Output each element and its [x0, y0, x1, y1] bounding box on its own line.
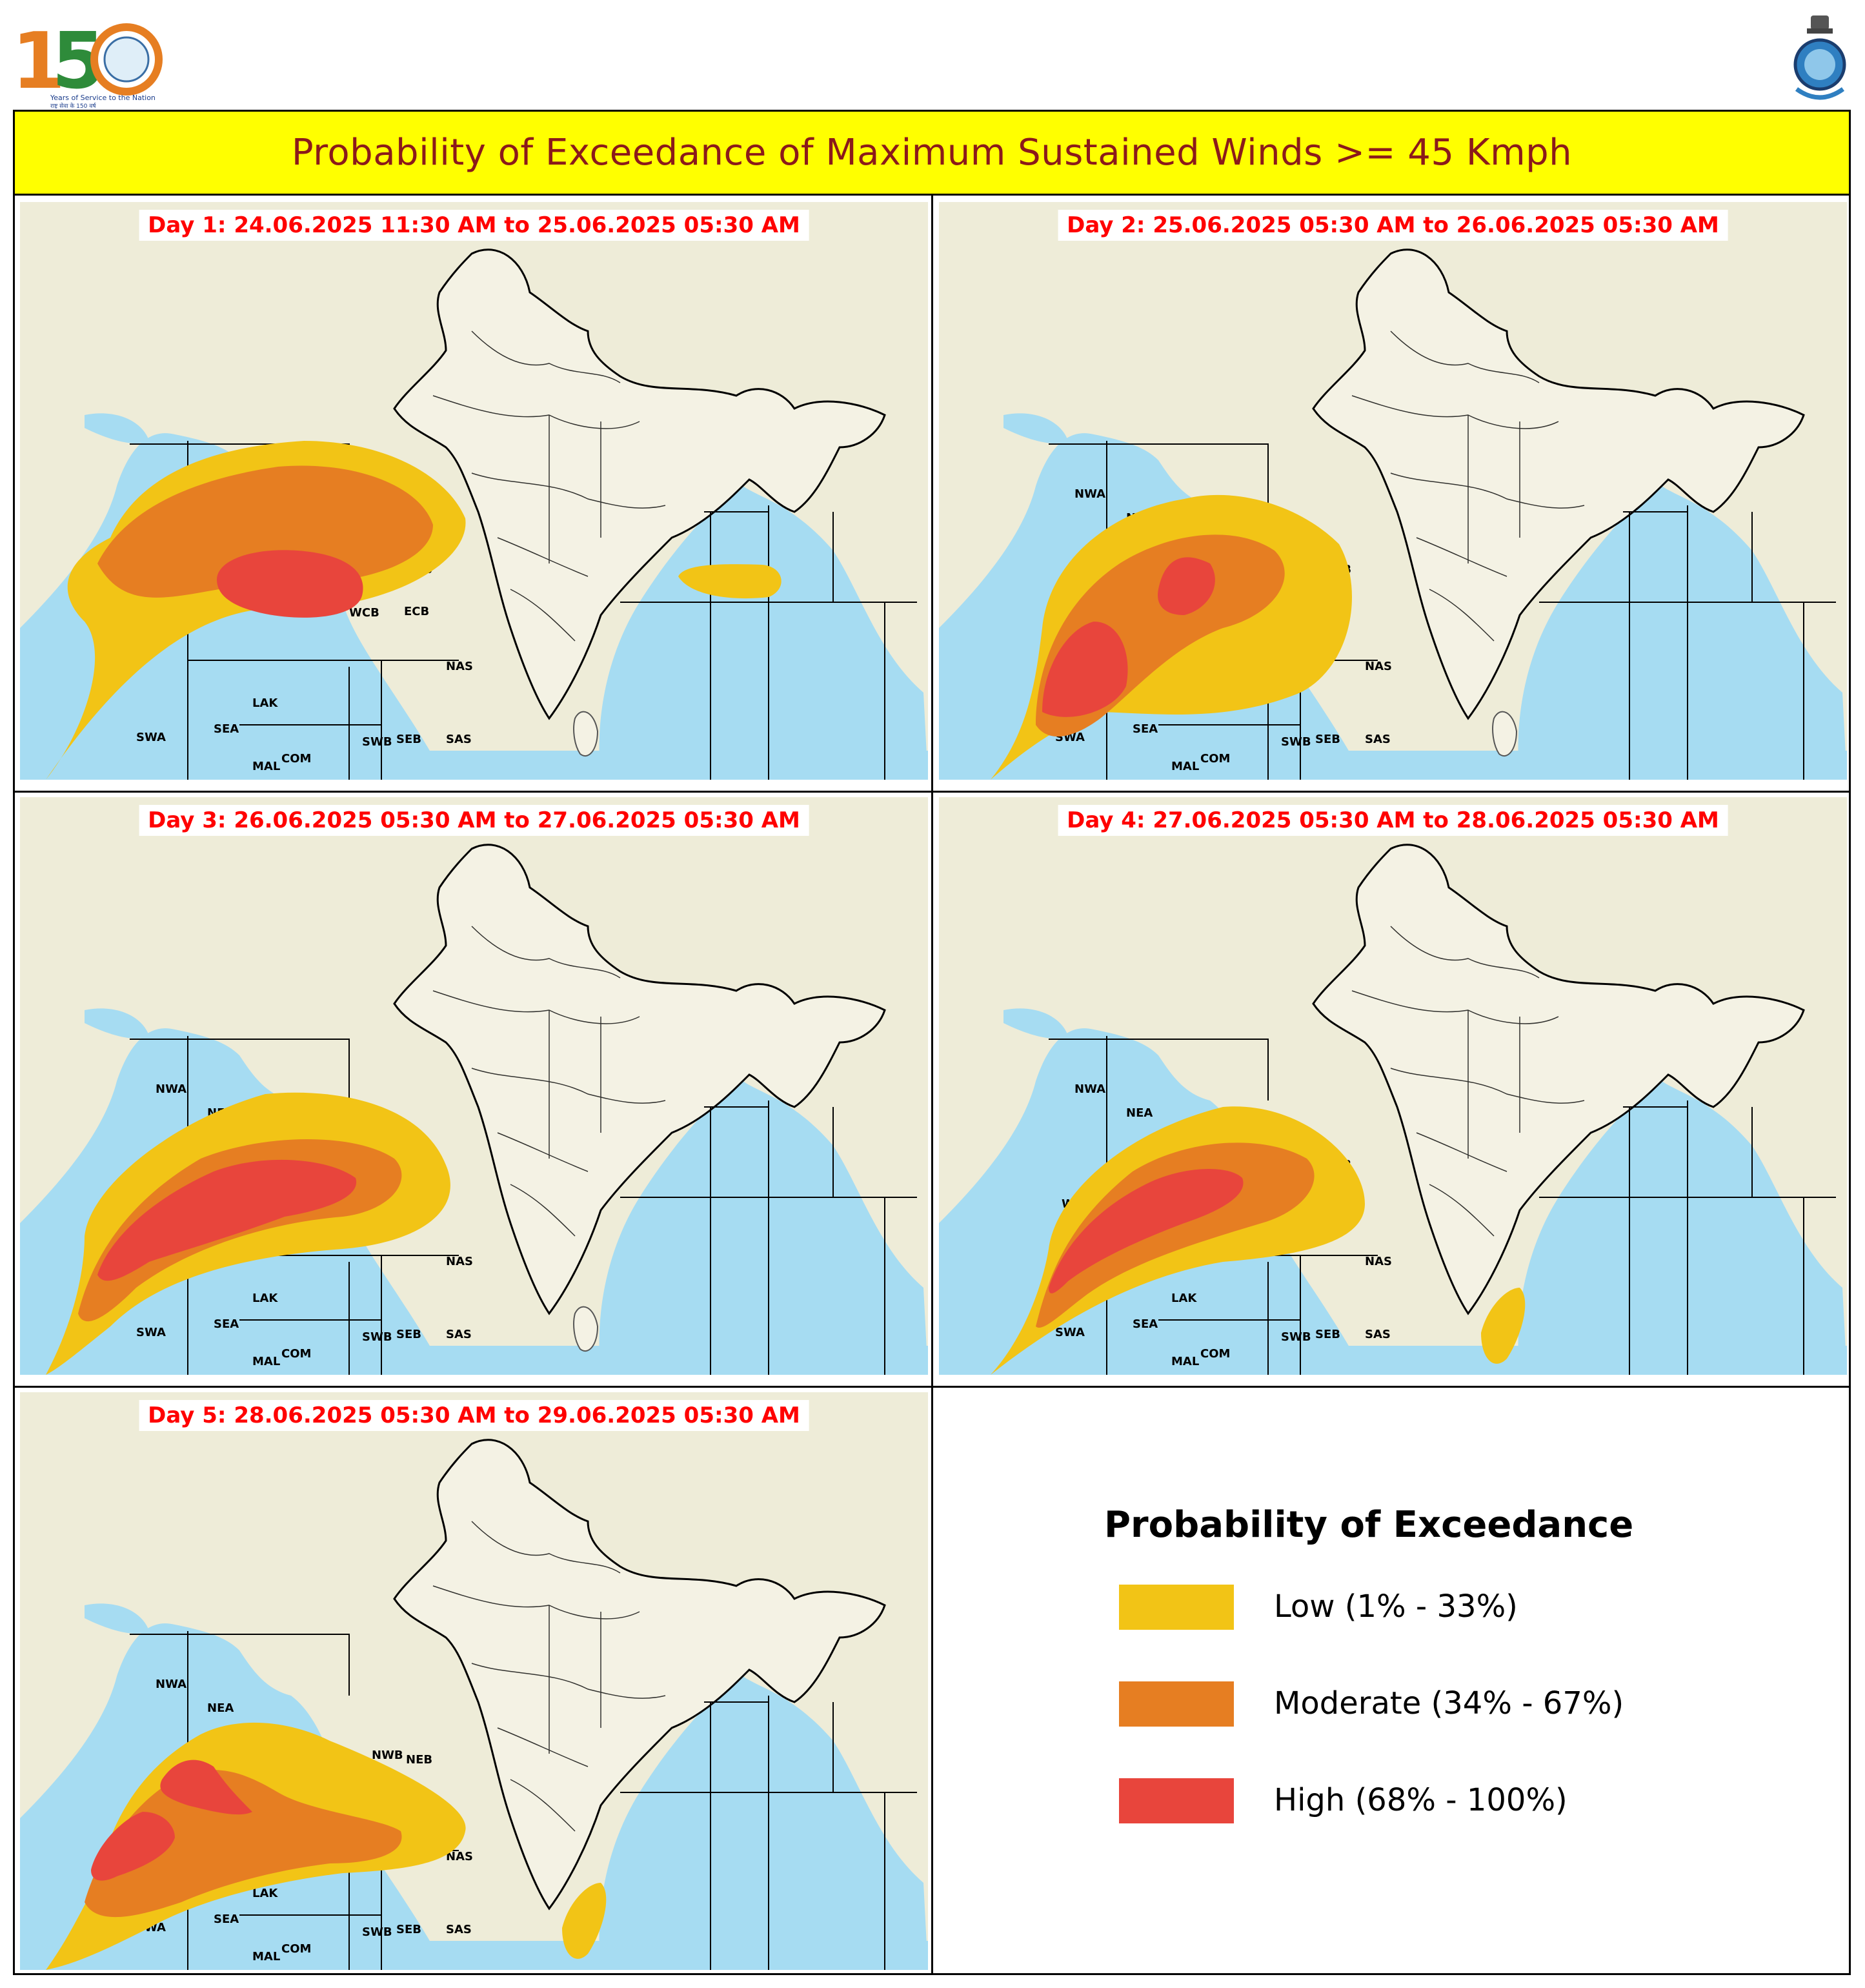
map-panel-day-4: Day 4: 27.06.2025 05:30 AM to 28.06.2025… — [939, 797, 1847, 1375]
legend-swatch-high — [1119, 1778, 1234, 1823]
bulletin-frame: Probability of Exceedance of Maximum Sus… — [13, 110, 1851, 1975]
legend-title: Probability of Exceedance — [1104, 1504, 1634, 1546]
day-label: Day 1: 24.06.2025 11:30 AM to 25.06.2025… — [139, 210, 809, 241]
page-title: Probability of Exceedance of Maximum Sus… — [291, 132, 1573, 174]
imd-emblem-icon — [1793, 15, 1846, 100]
zones-day-4 — [991, 1106, 1526, 1375]
zone-high — [1049, 1169, 1244, 1293]
zones-day-5 — [46, 1722, 607, 1970]
day-label: Day 2: 25.06.2025 05:30 AM to 26.06.2025… — [1058, 210, 1728, 241]
legend-item-high: High (68% - 100%) — [1119, 1778, 1700, 1825]
map-panel-day-5: Day 5: 28.06.2025 05:30 AM to 29.06.2025… — [20, 1392, 928, 1970]
map-day-3 — [20, 797, 928, 1375]
logo-tagline: Years of Service to the Nation — [50, 94, 156, 102]
legend-label: High (68% - 100%) — [1274, 1782, 1568, 1818]
day-label: Day 4: 27.06.2025 05:30 AM to 28.06.2025… — [1058, 805, 1728, 836]
map-day-1 — [20, 202, 928, 780]
legend-swatch-moderate — [1119, 1681, 1234, 1727]
zone-moderate — [97, 465, 433, 598]
zone-high — [91, 1812, 175, 1881]
zone-high-2 — [1158, 557, 1215, 615]
zone-low-srilanka — [1481, 1288, 1526, 1364]
legend-label: Low (1% - 33%) — [1274, 1588, 1518, 1625]
legend-item-low: Low (1% - 33%) — [1119, 1585, 1700, 1631]
zone-high — [97, 1159, 357, 1281]
zone-moderate — [1036, 1142, 1315, 1328]
title-bar: Probability of Exceedance of Maximum Sus… — [15, 112, 1849, 196]
map-day-4 — [939, 797, 1847, 1375]
legend-swatch-low — [1119, 1585, 1234, 1630]
map-panel-day-2: Day 2: 25.06.2025 05:30 AM to 26.06.2025… — [939, 202, 1847, 780]
zone-moderate — [85, 1770, 402, 1918]
legend: Probability of Exceedance Low (1% - 33%)… — [933, 1388, 1849, 1975]
day-label: Day 5: 28.06.2025 05:30 AM to 29.06.2025… — [139, 1400, 809, 1431]
map-panel-day-3: Day 3: 26.06.2025 05:30 AM to 27.06.2025… — [20, 797, 928, 1375]
map-day-5 — [20, 1392, 928, 1970]
zone-low-srilanka — [562, 1883, 607, 1959]
grid-divider-vertical — [931, 196, 933, 1975]
zone-high — [1042, 622, 1128, 717]
grid-divider-row-1 — [15, 791, 1849, 793]
legend-label: Moderate (34% - 67%) — [1274, 1685, 1624, 1721]
legend-item-moderate: Moderate (34% - 67%) — [1119, 1681, 1700, 1728]
map-panel-day-1: Day 1: 24.06.2025 11:30 AM to 25.06.2025… — [20, 202, 928, 780]
imd-150-years-logo: 1 5 Years of Service to the Nation राष्ट… — [12, 17, 163, 108]
logo-digit-1: 1 — [12, 17, 66, 107]
zones-day-1 — [46, 441, 781, 780]
day-label: Day 3: 26.06.2025 05:30 AM to 27.06.2025… — [139, 805, 809, 836]
zone-high — [217, 550, 363, 618]
logo-hindi: राष्ट्र सेवा के 150 वर्ष — [50, 102, 96, 108]
grid-divider-row-2 — [15, 1386, 1849, 1388]
zone-high-2 — [160, 1760, 252, 1815]
zones-day-3 — [46, 1092, 450, 1375]
zones-day-2 — [991, 494, 1352, 780]
map-day-2 — [939, 202, 1847, 780]
zone-low-bay — [678, 564, 781, 599]
